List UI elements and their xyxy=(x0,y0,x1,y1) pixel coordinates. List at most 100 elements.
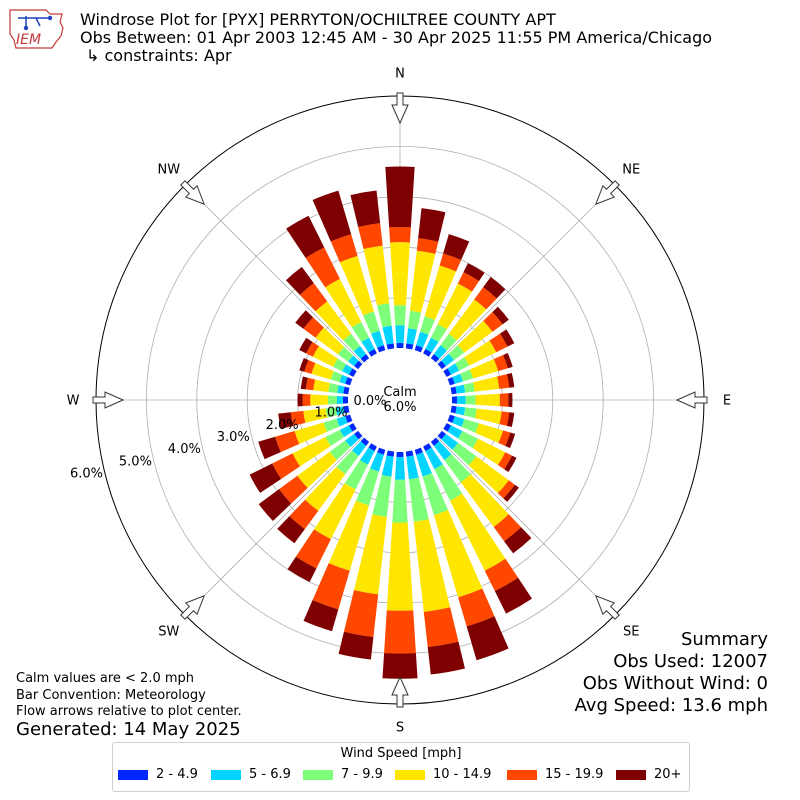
windrose-bar-segment xyxy=(443,234,470,260)
radial-tick-label: 6.0% xyxy=(70,467,103,482)
windrose-bar-segment xyxy=(354,360,363,370)
windrose-bar-segment xyxy=(277,516,305,544)
windrose-bar-segment xyxy=(450,493,506,571)
windrose-bar-segment xyxy=(410,250,436,313)
windrose-bar-segment xyxy=(343,333,361,352)
windrose-bar-segment xyxy=(351,321,370,342)
windrose-bar-segment xyxy=(433,510,483,598)
windrose-bar-segment xyxy=(457,320,493,353)
windrose-bar-segment xyxy=(414,447,423,455)
calm-label: Calm xyxy=(383,385,416,400)
legend-item: 5 - 6.9 xyxy=(211,767,291,782)
windrose-bar-segment xyxy=(371,330,384,348)
windrose-bar-segment xyxy=(342,364,353,375)
windrose-bar-segment xyxy=(312,346,338,367)
windrose-bar-segment xyxy=(394,456,406,480)
iem-logo: IEM xyxy=(9,9,64,49)
windrose-bar-segment xyxy=(272,453,301,479)
windrose-bar-segment xyxy=(306,341,319,357)
legend-swatch xyxy=(507,769,537,780)
svg-text:IEM: IEM xyxy=(16,32,41,48)
windrose-bar-segment xyxy=(295,529,331,569)
windrose-bar-segment xyxy=(493,354,508,372)
windrose-bar-segment xyxy=(396,451,404,458)
windrose-bar-segment xyxy=(351,441,367,457)
compass-label: SW xyxy=(158,625,179,640)
compass-label: NW xyxy=(157,162,180,177)
windrose-bar-segment xyxy=(503,352,513,369)
windrose-bar-segment xyxy=(323,418,340,432)
windrose-bar-segment xyxy=(447,425,463,439)
windrose-bar-segment xyxy=(358,223,383,250)
windrose-bar-segment xyxy=(441,353,455,367)
windrose-bar-segment xyxy=(382,325,394,345)
windrose-bar-segment xyxy=(299,357,309,372)
windrose-bar-segment xyxy=(368,443,377,452)
windrose-bar-segment xyxy=(498,430,511,447)
legend-swatch xyxy=(616,769,646,780)
windrose-bar-segment xyxy=(416,238,439,254)
windrose-bar-segment xyxy=(315,327,345,355)
windrose-bar-segment xyxy=(313,379,330,392)
calm-center xyxy=(349,349,451,451)
windrose-bar-segment xyxy=(325,407,338,418)
windrose-bar-segment xyxy=(336,416,348,427)
legend-item: 7 - 9.9 xyxy=(303,767,383,782)
windrose-bar-segment xyxy=(395,325,405,344)
summary-obs-without-wind: Obs Without Wind: 0 xyxy=(582,673,768,694)
flow-arrow-icon xyxy=(180,180,206,206)
compass-label: E xyxy=(723,394,731,409)
windrose-bar-segment xyxy=(463,382,475,393)
chart-title: Windrose Plot for [PYX] PERRYTON/OCHILTR… xyxy=(80,10,556,29)
windrose-bar-segment xyxy=(386,343,395,350)
flow-arrow-icon xyxy=(92,391,125,409)
compass-label: S xyxy=(396,721,404,736)
windrose-bar-segment xyxy=(416,331,429,348)
chart-period: Obs Between: 01 Apr 2003 12:45 AM - 30 A… xyxy=(80,28,713,47)
windrose-bar-segment xyxy=(406,328,417,345)
generated-date: Generated: 14 May 2025 xyxy=(16,719,241,740)
windrose-bar-segment xyxy=(337,385,345,394)
legend-label: 20+ xyxy=(654,767,682,782)
windrose-bar-segment xyxy=(451,396,458,404)
windrose-bar-segment xyxy=(483,277,506,299)
windrose-bar-segment xyxy=(348,355,359,367)
windrose-bar-segment xyxy=(333,358,347,372)
flow-arrow-icon xyxy=(391,675,409,708)
windrose-bar-segment xyxy=(443,368,452,377)
windrose-bar-segment xyxy=(299,283,328,312)
windrose-bar-segment xyxy=(258,489,292,522)
windrose-bar-segment xyxy=(305,247,340,288)
windrose-bar-segment xyxy=(418,208,446,242)
compass-label: W xyxy=(67,394,80,409)
windrose-bar-segment xyxy=(420,316,435,335)
flow-arrow-icon xyxy=(675,391,708,409)
windrose-bar-segment xyxy=(342,396,349,404)
windrose-bar-segment xyxy=(384,610,416,654)
windrose-bar-segment xyxy=(423,348,432,357)
windrose-bar-segment xyxy=(386,522,414,611)
windrose-bar-segment xyxy=(499,411,510,426)
windrose-bar-segment xyxy=(450,405,457,414)
windrose-bar-segment xyxy=(422,473,449,516)
windrose-bar-segment xyxy=(455,384,466,394)
windrose-bar-segment xyxy=(457,272,479,292)
radial-tick-label: 3.0% xyxy=(217,430,250,445)
windrose-bar-segment xyxy=(353,345,367,359)
windrose-bar-segment xyxy=(335,406,345,416)
windrose-bar-segment xyxy=(416,452,432,477)
windrose-bar-segment xyxy=(461,418,479,433)
windrose-bar-segment xyxy=(360,447,375,465)
legend-item: 20+ xyxy=(616,767,681,782)
windrose-bar-segment xyxy=(504,527,532,554)
windrose-bar-segment xyxy=(406,455,419,480)
windrose-bar-segment xyxy=(506,372,515,388)
windrose-bar-segment xyxy=(447,363,460,375)
windrose-bar-segment xyxy=(275,431,300,453)
windrose-bar-segment xyxy=(469,359,499,379)
windrose-bar-segment xyxy=(437,360,446,370)
windrose-bar-segment xyxy=(505,432,516,449)
flow-arrow-icon xyxy=(180,594,206,620)
windrose-bar-segment xyxy=(460,369,474,382)
